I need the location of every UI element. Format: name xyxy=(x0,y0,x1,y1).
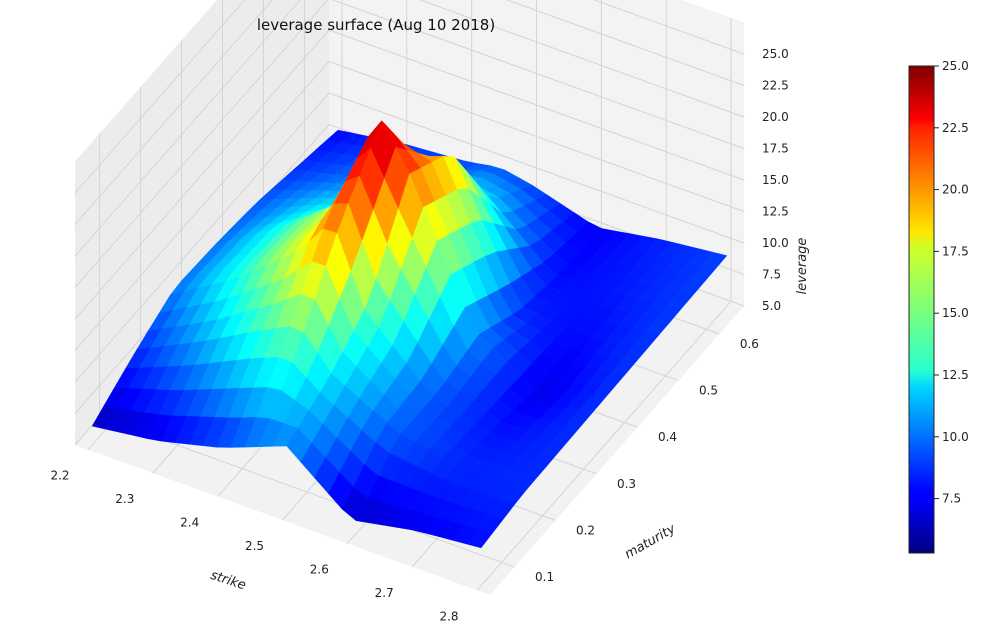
grid-line xyxy=(328,61,745,212)
x-tick-label: 2.7 xyxy=(375,586,394,600)
x-tick-label: 2.2 xyxy=(50,469,69,483)
y-tick-label: 0.6 xyxy=(740,337,759,351)
surface-patch xyxy=(466,529,493,549)
z-tick-label: 17.5 xyxy=(762,142,789,156)
grid-line xyxy=(74,0,301,257)
y-tick-label: 0.4 xyxy=(658,430,677,444)
surface-mesh xyxy=(91,120,728,549)
grid-line xyxy=(74,29,330,320)
grid-line xyxy=(328,29,745,181)
z-tick-label: 15.0 xyxy=(762,173,789,187)
grid-line xyxy=(74,0,246,194)
y-tick-label: 0.2 xyxy=(576,523,595,537)
x-tick-label: 2.4 xyxy=(180,516,199,530)
colorbar-tick-label: 15.0 xyxy=(942,306,969,320)
y-axis-label: maturity xyxy=(622,521,678,562)
colorbar-tick-label: 22.5 xyxy=(942,121,969,135)
grid-line xyxy=(593,0,745,55)
axis-ticks: 2.2 2.3 2.4 2.5 2.6 2.7 2.8 0.1 0.2 0.3 0.4 0.5 0.6 5… xyxy=(50,47,788,623)
z-tick-label: 22.5 xyxy=(762,79,789,93)
grid-line xyxy=(331,0,745,149)
colorbar xyxy=(908,65,935,554)
grid-line xyxy=(74,0,329,288)
grid-line xyxy=(505,0,745,86)
colorbar-tick-label: 25.0 xyxy=(942,59,969,73)
colorbar-tick-label: 20.0 xyxy=(942,183,969,197)
left-wall-pane xyxy=(75,0,329,445)
x-tick-label: 2.8 xyxy=(439,609,458,623)
grid-line xyxy=(418,0,745,118)
chart-title: leverage surface (Aug 10 2018) xyxy=(257,16,495,34)
z-tick-label: 20.0 xyxy=(762,110,789,124)
z-tick-label: 25.0 xyxy=(762,47,789,61)
x-tick-label: 2.6 xyxy=(310,562,329,576)
z-tick-label: 12.5 xyxy=(762,205,789,219)
x-tick-label: 2.3 xyxy=(115,492,134,506)
grid-line xyxy=(74,61,330,351)
x-axis-label: strike xyxy=(208,568,247,594)
grid-line xyxy=(74,0,273,225)
grid-line xyxy=(328,92,745,244)
x-tick-label: 2.5 xyxy=(245,539,264,553)
colorbar-tick-label: 10.0 xyxy=(942,430,969,444)
y-tick-label: 0.3 xyxy=(617,477,636,491)
z-axis-label: leverage xyxy=(795,238,810,295)
colorbar-ticks: 7.5 10.0 12.5 15.0 17.5 20.0 22.5 25.0 xyxy=(934,59,969,506)
colorbar-tick-label: 12.5 xyxy=(942,368,969,382)
z-tick-label: 10.0 xyxy=(762,236,789,250)
z-tick-label: 5.0 xyxy=(762,299,781,313)
colorbar-tick-label: 17.5 xyxy=(942,244,969,258)
y-tick-label: 0.1 xyxy=(535,570,554,584)
z-tick-label: 7.5 xyxy=(762,268,781,282)
grid-line xyxy=(74,92,330,383)
grid-line xyxy=(476,300,732,591)
y-tick-label: 0.5 xyxy=(699,384,718,398)
colorbar-tick-label: 7.5 xyxy=(942,492,961,506)
